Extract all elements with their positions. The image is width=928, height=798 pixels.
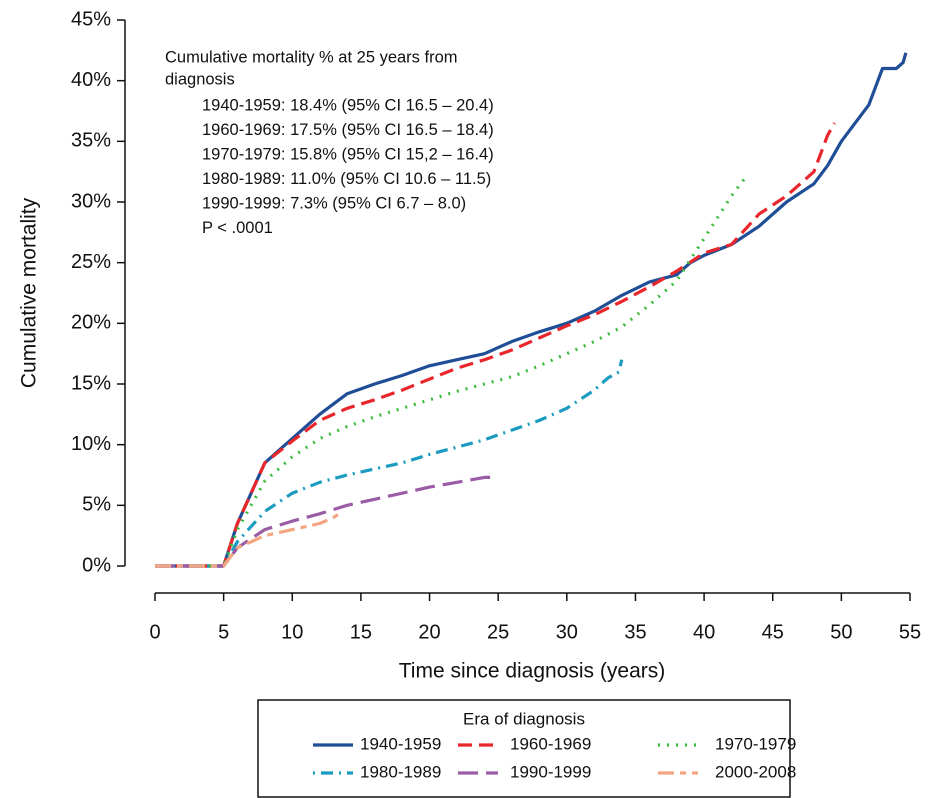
y-tick-label: 45%: [71, 8, 111, 30]
x-tick-label: 45: [762, 621, 784, 643]
legend-box: [257, 699, 791, 798]
x-tick-label: 20: [418, 621, 440, 643]
x-tick-label: 55: [899, 621, 921, 643]
annotation: 1960-1969: 17.5% (95% CI 16.5 – 18.4): [202, 121, 494, 139]
legend-title: Era of diagnosis: [463, 709, 585, 728]
annotation: diagnosis: [165, 70, 235, 88]
legend-label: 1940-1959: [360, 734, 441, 753]
series-line: [155, 510, 344, 568]
y-tick-label: 35%: [71, 130, 111, 152]
annotation: 1980-1989: 11.0% (95% CI 10.6 – 11.5): [202, 170, 491, 188]
annotation: 1990-1999: 7.3% (95% CI 6.7 – 8.0): [202, 194, 466, 212]
series-line: [155, 176, 747, 568]
annotation: 1940-1959: 18.4% (95% CI 16.5 – 20.4): [202, 96, 494, 114]
x-tick-label: 40: [693, 621, 715, 643]
x-tick-label: 25: [487, 621, 509, 643]
y-tick-label: 15%: [71, 372, 111, 394]
annotation: Cumulative mortality % at 25 years from: [165, 48, 458, 66]
y-tick-label: 0%: [82, 554, 111, 576]
x-tick-label: 10: [281, 621, 303, 643]
x-tick-label: 35: [624, 621, 646, 643]
y-tick-label: 30%: [71, 190, 111, 212]
x-tick-label: 30: [556, 621, 578, 643]
y-tick-label: 40%: [71, 69, 111, 91]
y-tick-label: 5%: [82, 494, 111, 516]
x-tick-label: 50: [830, 621, 852, 643]
y-tick-label: 25%: [71, 251, 111, 273]
legend-label: 2000-2008: [715, 762, 796, 781]
y-axis-title: Cumulative mortality: [18, 197, 41, 388]
series-line: [155, 359, 624, 568]
x-tick-label: 0: [149, 621, 160, 643]
legend-label: 1980-1989: [360, 762, 441, 781]
annotation: 1970-1979: 15.8% (95% CI 15,2 – 16.4): [202, 145, 494, 163]
legend-label: 1970-1979: [715, 734, 796, 753]
x-tick-label: 5: [218, 621, 229, 643]
y-tick-label: 20%: [71, 312, 111, 334]
x-tick-label: 15: [350, 621, 372, 643]
y-tick-label: 10%: [71, 433, 111, 455]
x-axis-title: Time since diagnosis (years): [399, 660, 665, 683]
annotation: P < .0001: [202, 219, 273, 237]
legend-label: 1990-1999: [510, 762, 591, 781]
legend-label: 1960-1969: [510, 734, 591, 753]
series-line: [155, 122, 836, 568]
